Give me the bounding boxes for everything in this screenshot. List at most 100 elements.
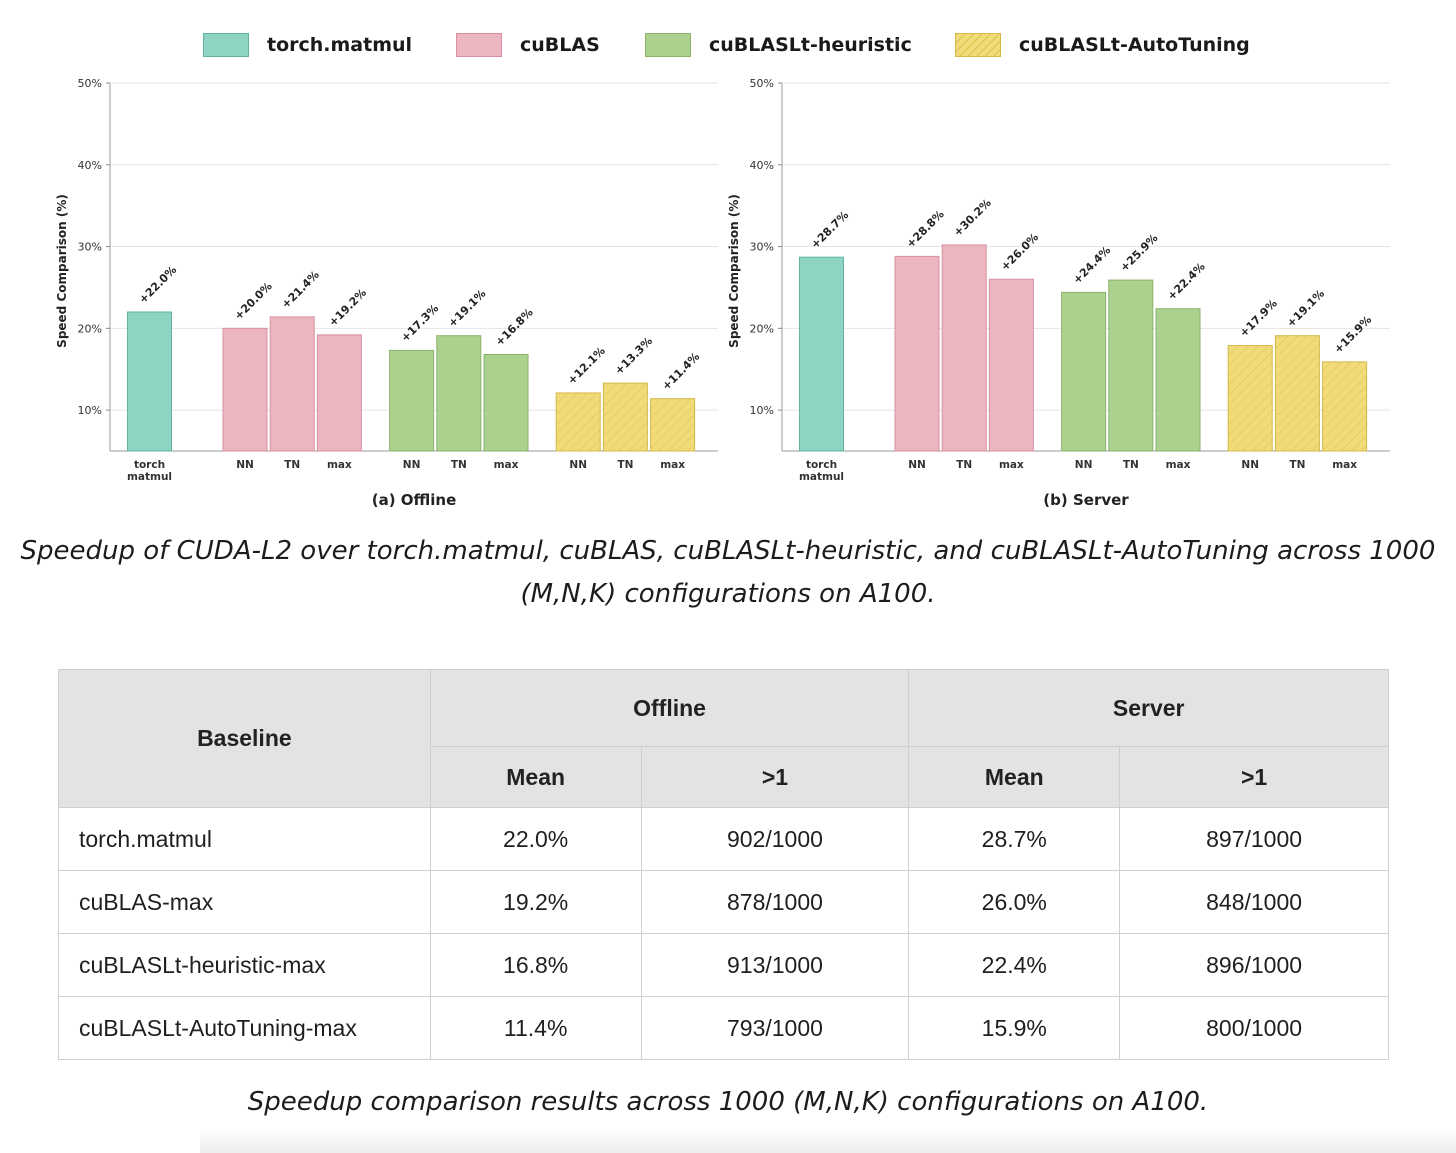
bar <box>483 354 529 452</box>
bar <box>602 382 648 452</box>
header-server-mean: Mean <box>908 746 1121 808</box>
cell-offline-gt1: 902/1000 <box>640 807 910 871</box>
table-caption: Speedup comparison results across 1000 (… <box>247 1087 1209 1117</box>
table-row: cuBLAS-max 19.2% 878/1000 26.0% 848/1000 <box>58 870 1389 934</box>
x-tick-label: TN <box>1123 459 1139 471</box>
data-label: +24.4% <box>1071 244 1114 287</box>
cell-server-gt1: 800/1000 <box>1119 996 1389 1060</box>
header-offline: Offline <box>429 669 910 747</box>
cell-server-gt1: 896/1000 <box>1119 933 1389 997</box>
bar <box>316 334 362 452</box>
header-baseline: Baseline <box>58 669 431 808</box>
data-label: +21.4% <box>279 268 322 311</box>
header-server-gt1: >1 <box>1119 746 1389 808</box>
cell-server-gt1: 897/1000 <box>1119 807 1389 871</box>
x-tick-label: TN <box>617 459 633 471</box>
x-tick-label: TN <box>956 459 972 471</box>
header-offline-mean: Mean <box>429 746 642 808</box>
cell-offline-mean: 19.2% <box>429 870 642 934</box>
bar <box>555 392 601 452</box>
legend-label: cuBLASLt-AutoTuning <box>1019 34 1250 56</box>
data-label: +15.9% <box>1332 313 1375 356</box>
y-tick-label: 40% <box>750 159 774 172</box>
data-label: +19.1% <box>446 287 489 330</box>
table-row: cuBLASLt-heuristic-max 16.8% 913/1000 22… <box>58 933 1389 997</box>
chart-subtitle: (b) Server <box>1043 491 1129 509</box>
table-row: torch.matmul 22.0% 902/1000 28.7% 897/10… <box>58 807 1389 871</box>
data-label: +11.4% <box>660 350 703 393</box>
x-tick-label: NN <box>403 459 421 471</box>
cell-offline-gt1: 878/1000 <box>640 870 910 934</box>
header-server: Server <box>908 669 1389 747</box>
data-label: +13.3% <box>612 335 655 378</box>
x-tick-label: max <box>999 459 1024 471</box>
chart-subtitle: (a) Offline <box>372 491 457 509</box>
bar <box>222 327 268 452</box>
bar <box>1322 361 1368 452</box>
bar <box>127 311 172 452</box>
legend-swatch-cublaslt-heuristic <box>645 33 691 57</box>
cell-server-mean: 22.4% <box>908 933 1121 997</box>
cell-baseline: torch.matmul <box>58 807 431 871</box>
bar <box>1227 345 1273 452</box>
cell-server-mean: 26.0% <box>908 870 1121 934</box>
cell-server-gt1: 848/1000 <box>1119 870 1389 934</box>
data-label: +22.4% <box>1165 260 1208 303</box>
cell-baseline: cuBLAS-max <box>58 870 431 934</box>
bar <box>436 335 482 452</box>
y-tick-label: 50% <box>78 77 102 90</box>
x-tick-label: NN <box>1075 459 1093 471</box>
y-tick-label: 10% <box>78 404 102 417</box>
data-label: +20.0% <box>232 280 275 323</box>
y-axis-label: Speed Comparison (%) <box>727 194 741 348</box>
x-tick-label: TN <box>1289 459 1305 471</box>
y-tick-label: 50% <box>750 77 774 90</box>
bar <box>1155 308 1201 452</box>
x-tick-label: torch <box>134 459 165 471</box>
data-label: +12.1% <box>565 344 608 387</box>
x-tick-label: NN <box>1241 459 1259 471</box>
cell-server-mean: 15.9% <box>908 996 1121 1060</box>
bar <box>269 316 315 452</box>
x-tick-label: matmul <box>799 471 844 483</box>
y-tick-label: 20% <box>78 322 102 335</box>
charts-area: 10% 20% 30% 40% 50% Speed Comparison (%) +22.0… <box>55 77 1390 509</box>
y-tick-label: 30% <box>750 241 774 254</box>
y-tick-label: 40% <box>78 159 102 172</box>
y-axis-label: Speed Comparison (%) <box>55 194 69 348</box>
bar <box>988 278 1034 452</box>
legend-swatch-cublaslt-autotuning <box>955 33 1001 57</box>
chart-panel-0: 10% 20% 30% 40% 50% Speed Comparison (%) +22.0… <box>55 77 718 509</box>
cell-offline-mean: 11.4% <box>429 996 642 1060</box>
x-tick-label: NN <box>236 459 254 471</box>
x-tick-label: NN <box>569 459 587 471</box>
cell-baseline: cuBLASLt-heuristic-max <box>58 933 431 997</box>
data-label: +19.1% <box>1284 287 1327 330</box>
x-tick-label: NN <box>908 459 926 471</box>
header-offline-gt1: >1 <box>640 746 910 808</box>
x-tick-label: max <box>1332 459 1357 471</box>
bar <box>650 398 696 452</box>
x-tick-label: max <box>660 459 685 471</box>
legend-label: torch.matmul <box>267 34 413 56</box>
bar <box>941 244 987 452</box>
y-tick-label: 20% <box>750 322 774 335</box>
legend-swatch-torch-matmul <box>203 33 249 57</box>
x-tick-label: torch <box>806 459 837 471</box>
data-label: +25.9% <box>1118 232 1161 275</box>
legend-item-torch-matmul: torch.matmul <box>203 28 412 62</box>
data-label: +28.8% <box>904 208 947 251</box>
legend-item-cublas: cuBLAS <box>456 28 600 62</box>
bottom-fade <box>200 1128 1456 1153</box>
data-label: +17.3% <box>399 302 442 345</box>
x-tick-label: max <box>327 459 352 471</box>
bar <box>1274 335 1320 452</box>
x-tick-label: TN <box>451 459 467 471</box>
cell-offline-mean: 22.0% <box>429 807 642 871</box>
legend-label: cuBLASLt-heuristic <box>709 34 912 56</box>
cell-offline-gt1: 793/1000 <box>640 996 910 1060</box>
cell-offline-mean: 16.8% <box>429 933 642 997</box>
cell-server-mean: 28.7% <box>908 807 1121 871</box>
data-label: +16.8% <box>493 306 536 349</box>
figure-caption: Speedup of CUDA-L2 over torch.matmul, cu… <box>20 536 1436 609</box>
